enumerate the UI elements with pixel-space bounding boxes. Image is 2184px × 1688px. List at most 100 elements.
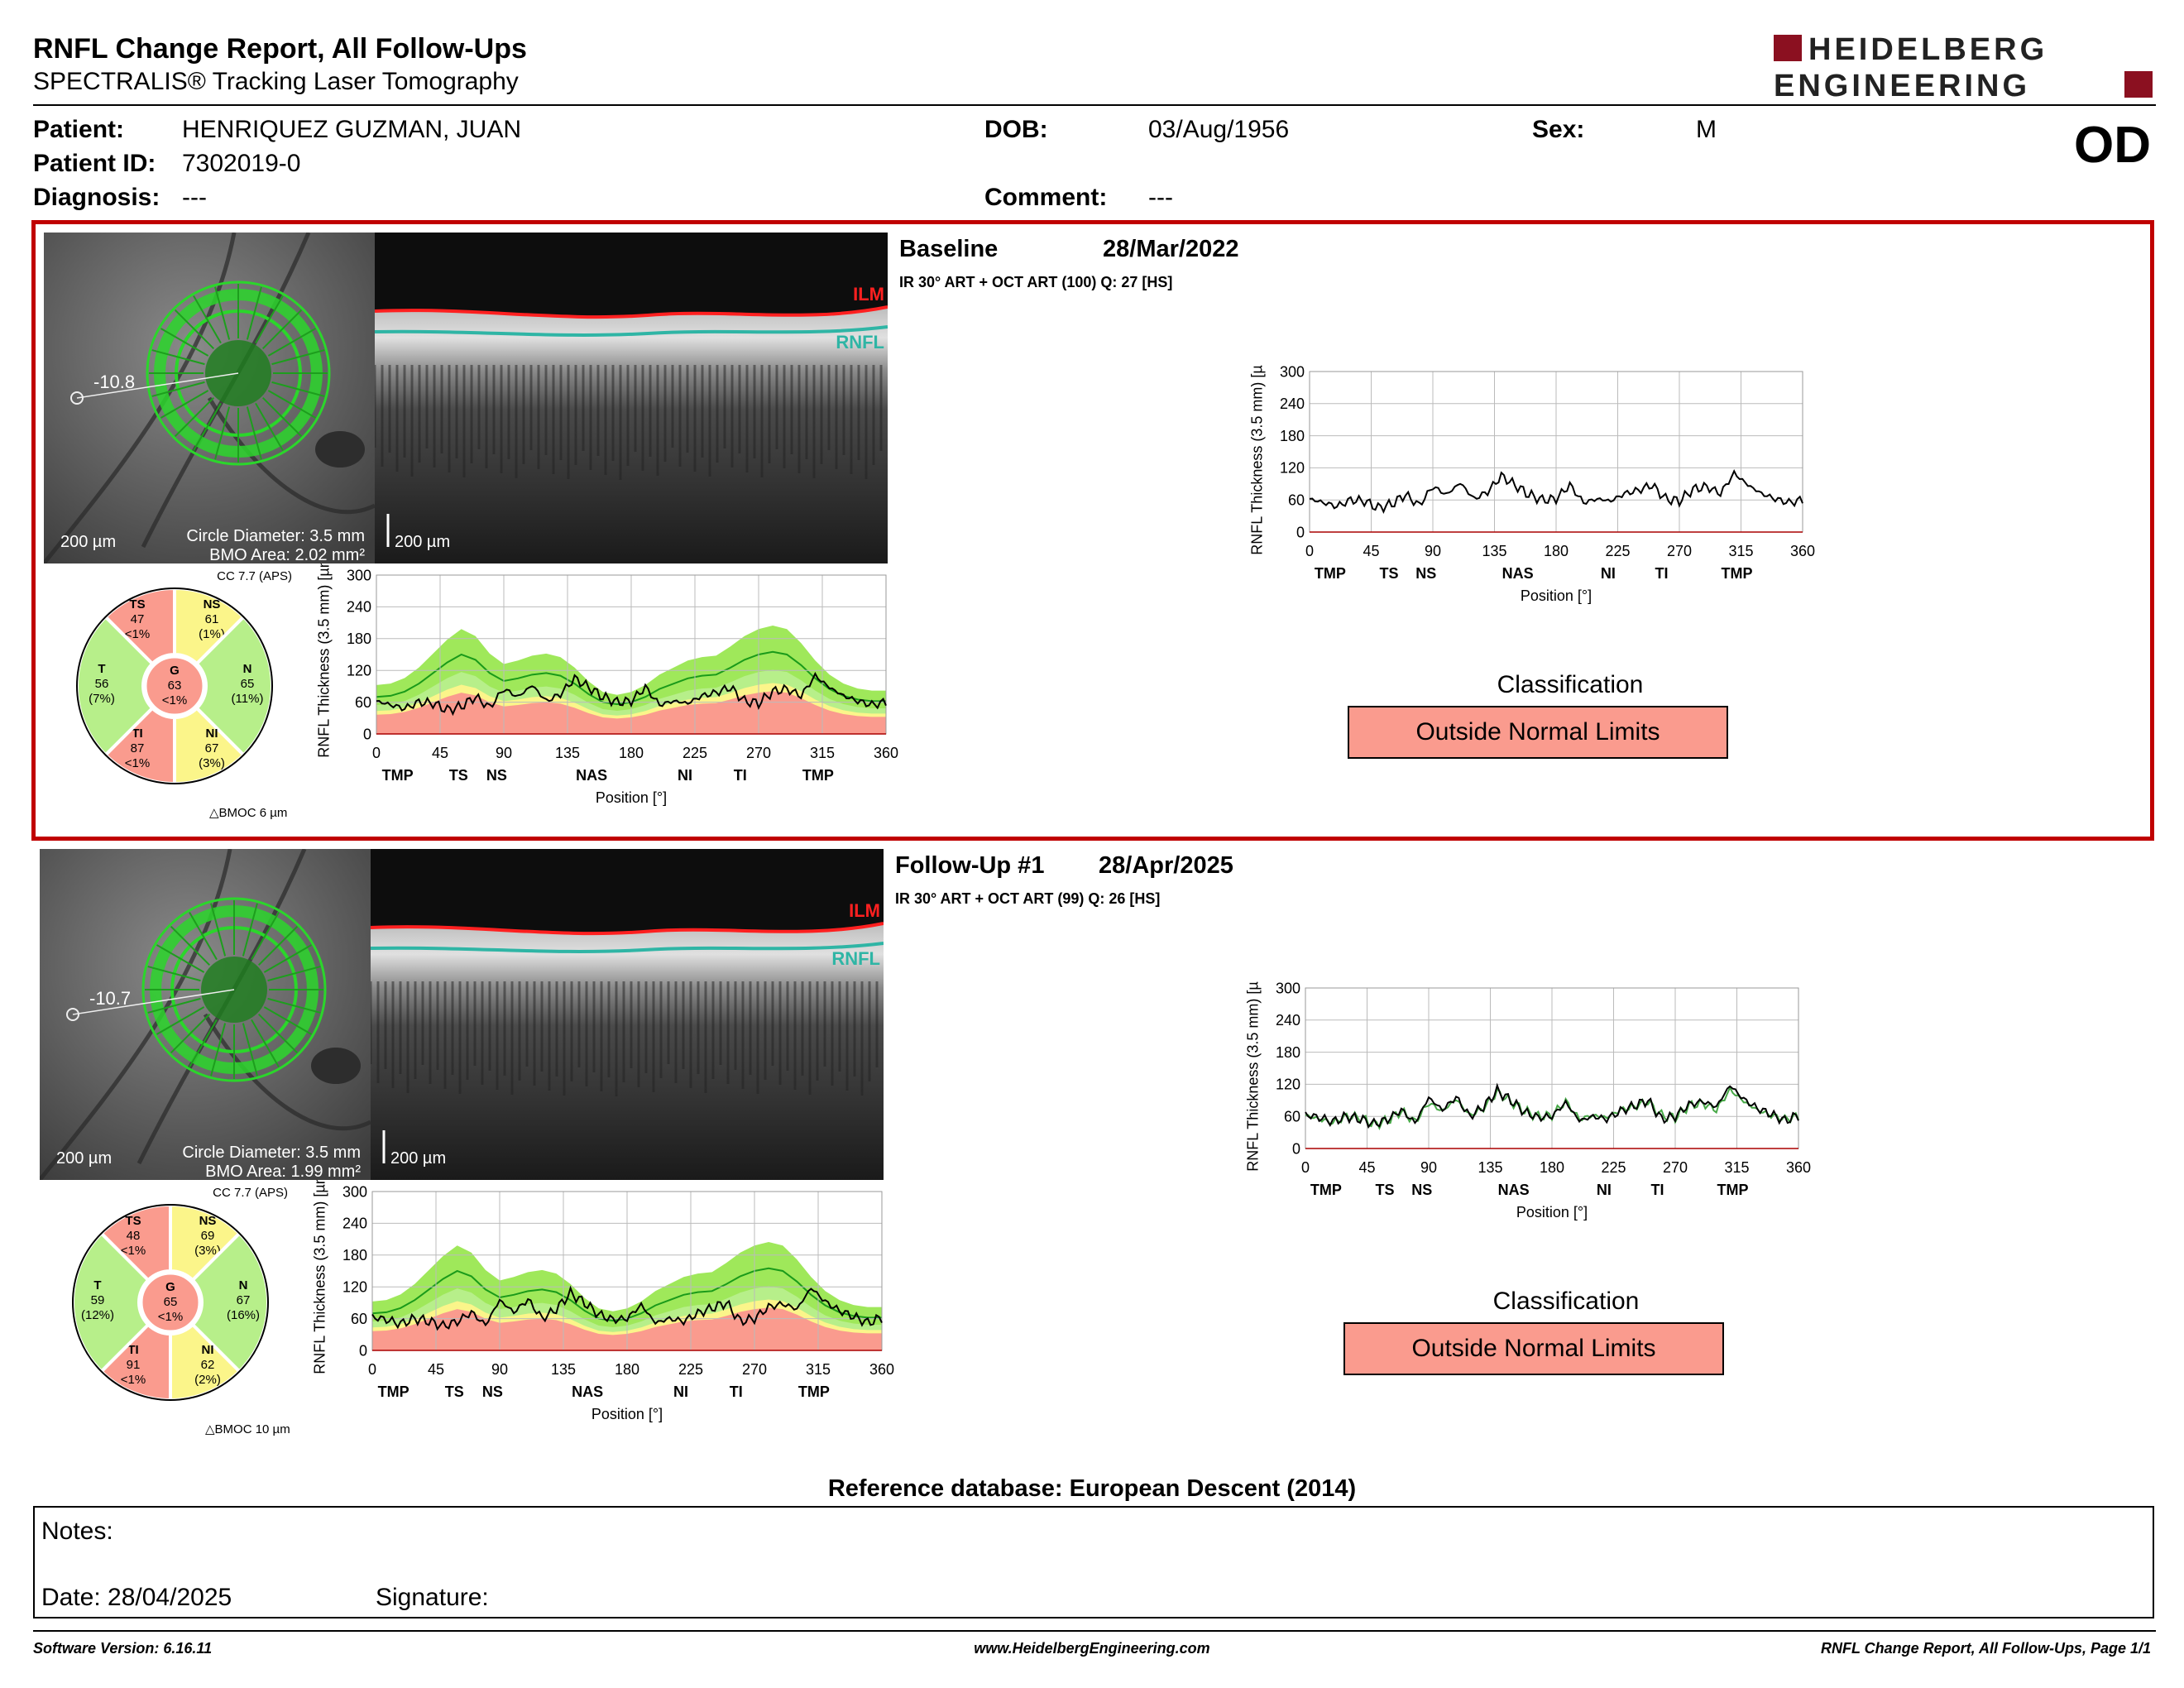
followup-change-y-tick-label: 0 (1292, 1140, 1300, 1157)
followup-scan-ray (210, 1023, 227, 1077)
baseline-tsnit-y-tick-label: 180 (347, 631, 371, 647)
baseline-sector-value: 47 (131, 612, 145, 626)
followup-scan-ray (189, 1019, 218, 1068)
baseline-scan-ray (160, 328, 209, 357)
followup-sector-value: 62 (201, 1358, 215, 1372)
report-title: RNFL Change Report, All Follow-Ups (33, 33, 527, 65)
followup-tsnit-x-tick-label: 270 (742, 1361, 767, 1378)
followup-tsnit-chart: 0 45 90 135 180 225 270 315 360 0 60 120 180 240 300 TM… (304, 1168, 900, 1453)
baseline-tsnit-y-tick-label: 120 (347, 663, 371, 679)
followup-rnfl-label: RNFL (831, 948, 880, 969)
baseline-sector-name: NI (206, 727, 218, 741)
baseline-tsnit-y-tick-label: 300 (347, 567, 371, 583)
followup-oct-bscan: ILM RNFL 200 µm (371, 849, 884, 1180)
baseline-sector-pct: <1% (162, 693, 187, 707)
baseline-sector-pct: <1% (125, 756, 150, 770)
followup-change-y-tick-label: 240 (1276, 1012, 1300, 1029)
baseline-scan-ray (261, 309, 303, 350)
baseline-tsnit-x-tick-label: 225 (682, 745, 707, 761)
followup-angle-marker (66, 1008, 79, 1021)
baseline-change-series-line (1309, 468, 1803, 515)
baseline-retina-layer (375, 307, 888, 563)
reference-database: Reference database: European Descent (20… (827, 1475, 1357, 1502)
followup-sector-global (140, 1272, 201, 1333)
followup-sector-pct: (12%) (81, 1308, 114, 1322)
followup-change-y-tick-label: 180 (1276, 1044, 1300, 1061)
followup-scan-ray (251, 911, 280, 961)
baseline-scan-ray (255, 402, 284, 452)
followup-sector-name: TS (125, 1214, 141, 1228)
baseline-change-y-tick-label: 300 (1280, 365, 1305, 380)
baseline-change-sector-label: NS (1415, 565, 1436, 582)
baseline-vessel (44, 233, 237, 563)
baseline-change-sector-label: TMP (1722, 565, 1753, 582)
followup-vessel (203, 1013, 371, 1131)
baseline-change-chart: 0 45 90 135 180 225 270 315 360 0 60 120 180 240 300 TM… (1194, 348, 1822, 638)
followup-change-svg: 0 45 90 135 180 225 270 315 360 0 60 120 180 240 300 TM… (1244, 965, 1811, 1220)
baseline-tsnit-y-tick-label: 0 (363, 726, 371, 742)
baseline-sector-svg: TS47<1%NS61(1%)N65(11%)NI67(3%)TI87<1%T5… (75, 569, 292, 820)
baseline-change-y-tick-label: 120 (1280, 460, 1305, 477)
followup-tsnit-sector-label: NS (482, 1383, 503, 1400)
followup-scan-ray (170, 1013, 211, 1054)
followup-tsnit-y-tick-label: 0 (359, 1342, 367, 1359)
followup-tsnit-x-tick-label: 135 (551, 1361, 576, 1378)
followup-ilm-label: ILM (849, 900, 880, 921)
followup-change-x-tick-label: 135 (1478, 1159, 1502, 1176)
baseline-change-x-tick-label: 315 (1728, 543, 1753, 559)
followup-sector-svg: TS48<1%NS69(3%)N67(16%)NI62(2%)TI91<1%T5… (71, 1186, 290, 1436)
followup-change-x-tick-label: 315 (1724, 1159, 1749, 1176)
baseline-change-y-tick-label: 0 (1296, 524, 1305, 540)
followup-tsnit-x-tick-label: 180 (615, 1361, 639, 1378)
baseline-tsnit-sector-label: TS (449, 767, 468, 784)
followup-cc-label: CC 7.7 (APS) (213, 1186, 288, 1200)
baseline-tsnit-x-tick-label: 315 (810, 745, 835, 761)
baseline-fovea (315, 431, 365, 468)
baseline-sector-name: TI (132, 727, 142, 741)
followup-scan-ray (251, 1019, 280, 1068)
baseline-bmo-area: BMO Area: 2.02 mm² (209, 546, 365, 563)
followup-fundus-angle: -10.7 (89, 988, 131, 1009)
baseline-tsnit-sector-label: TMP (802, 767, 834, 784)
followup-panel: -10.7 200 µm Circle Diameter: 3.5 mm BMO Ar… (31, 841, 2154, 1461)
followup-change-sector-label: TMP (1310, 1182, 1342, 1198)
baseline-scan-ray (174, 309, 215, 350)
software-version: Software Version: 6.16.11 (33, 1640, 213, 1657)
followup-scan-ray (156, 1006, 205, 1035)
baseline-sector-pct: (7%) (89, 692, 115, 706)
baseline-scan-ray (151, 349, 205, 366)
logo-line1: HEIDELBERG (1808, 32, 2048, 67)
followup-scan-ray (170, 925, 211, 966)
baseline-circle-diameter: Circle Diameter: 3.5 mm (186, 527, 365, 545)
followup-tsnit-x-tick-label: 225 (678, 1361, 703, 1378)
header-rule (33, 104, 2156, 106)
followup-ilm-line (371, 922, 884, 936)
followup-retina-layer (371, 923, 884, 1180)
followup-classification-label: Classification (1492, 1288, 1640, 1315)
heidelberg-logo: HEIDELBERG ENGINEERING (1774, 31, 2154, 103)
baseline-bmo-delta: △BMOC 6 µm (209, 806, 287, 820)
baseline-sector-name: N (243, 662, 252, 676)
followup-sector-value: 48 (127, 1229, 141, 1243)
followup-tsnit-y-axis-title: RNFL Thickness (3.5 mm) [µm] (311, 1180, 328, 1374)
followup-sector-name: NS (199, 1214, 217, 1228)
baseline-sector-name: TS (129, 597, 145, 611)
followup-scan-ray (263, 1006, 313, 1035)
baseline-change-x-tick-label: 225 (1605, 543, 1630, 559)
baseline-fundus-image: -10.8 200 µm Circle Diameter: 3.5 mm BMO Ar… (44, 233, 375, 563)
followup-oct-scale: 200 µm (390, 1149, 446, 1168)
baseline-tsnit-svg: 0 45 90 135 180 225 270 315 360 0 60 120 180 240 300 TM… (315, 551, 898, 806)
followup-change-x-tick-label: 90 (1420, 1159, 1437, 1176)
baseline-classification-label: Classification (1497, 671, 1644, 698)
baseline-sector-value: 63 (168, 679, 182, 693)
baseline-tsnit-series-line (376, 671, 887, 717)
notes-box: Notes: Date: 28/04/2025 Signature: (33, 1506, 2154, 1618)
baseline-change-sector-label: TMP (1315, 565, 1346, 582)
followup-scan-ray (156, 944, 205, 973)
followup-scan-ray (267, 966, 321, 982)
patient-id: 7302019-0 (182, 150, 301, 177)
followup-tsnit-x-tick-label: 45 (428, 1361, 444, 1378)
baseline-change-x-tick-label: 90 (1425, 543, 1441, 559)
